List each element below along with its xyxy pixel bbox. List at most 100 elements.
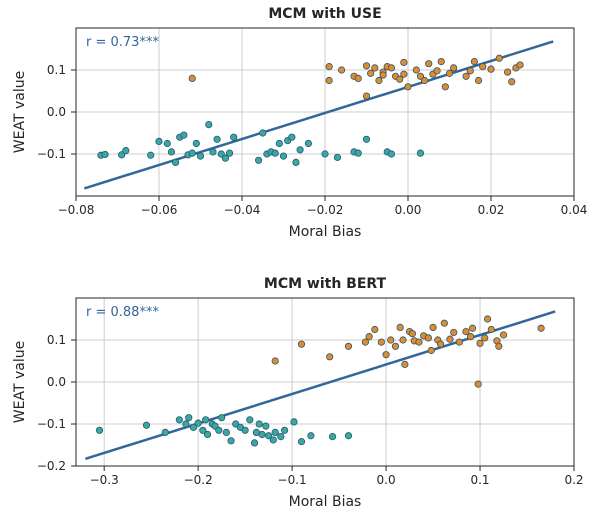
scatter-point [305,140,311,146]
scatter-point [334,154,340,160]
scatter-point [416,339,422,345]
scatter-point [148,152,154,158]
scatter-point [475,77,481,83]
scatter-point [298,438,304,444]
scatter-point [388,151,394,157]
scatter-point [451,329,457,335]
scatter-point [291,419,297,425]
x-tick-label: −0.06 [141,203,178,217]
scatter-point [251,440,257,446]
scatter-point [183,421,189,427]
scatter-point [484,316,490,322]
scatter-point [509,79,515,85]
scatter-point [218,415,224,421]
scatter-point [345,343,351,349]
scatter-point [204,431,210,437]
scatter-point [102,151,108,157]
scatter-point [242,427,248,433]
scatter-point [477,340,483,346]
scatter-point [421,77,427,83]
scatter-point [355,150,361,156]
scatter-point [376,77,382,83]
scatter-point [388,65,394,71]
scatter-point [259,431,265,437]
scatter-point [172,159,178,165]
scatter-point [197,153,203,159]
scatter-point [372,65,378,71]
x-tick-label: 0.2 [564,473,583,487]
panel-title: MCM with BERT [264,276,387,292]
scatter-point [500,332,506,338]
scatter-point [195,420,201,426]
scatter-point [193,140,199,146]
scatter-point [280,153,286,159]
scatter-point [168,149,174,155]
scatter-point [383,352,389,358]
scatter-point [442,84,448,90]
scatter-point [293,159,299,165]
scatter-point [308,433,314,439]
y-axis-label: WEAT value [12,71,28,153]
scatter-point [463,328,469,334]
x-tick-label: −0.04 [224,203,261,217]
scatter-point [176,417,182,423]
x-axis-label: Moral Bias [289,494,362,506]
y-tick-label: −0.1 [37,417,66,431]
y-tick-label: −0.1 [37,147,66,161]
scatter-point [402,361,408,367]
scatter-point [475,381,481,387]
scatter-point [496,55,502,61]
y-tick-label: −0.2 [37,459,66,473]
scatter-point [467,333,473,339]
scatter-point [446,70,452,76]
scatter-point [226,150,232,156]
scatter-point [263,423,269,429]
scatter-point [276,140,282,146]
x-tick-label: 0.02 [478,203,505,217]
x-axis-label: Moral Bias [289,224,362,240]
scatter-point [480,63,486,69]
scatter-point [297,147,303,153]
scatter-point [247,417,253,423]
scatter-point [143,422,149,428]
scatter-point [202,417,208,423]
scatter-point [456,339,462,345]
scatter-point [186,415,192,421]
r-annotation: r = 0.88*** [86,305,159,320]
scatter-point [469,325,475,331]
scatter-point [363,63,369,69]
scatter-point [164,140,170,146]
scatter-point [413,67,419,73]
scatter-point [270,437,276,443]
scatter-point [538,325,544,331]
panel-title: MCM with USE [268,6,381,22]
scatter-point [326,354,332,360]
scatter-point [181,132,187,138]
x-tick-label: 0.04 [561,203,588,217]
scatter-point [272,358,278,364]
panel-bert: −0.3−0.2−0.10.00.10.2−0.2−0.10.00.1MCM w… [12,276,584,506]
scatter-point [392,343,398,349]
scatter-point [366,333,372,339]
scatter-point [380,72,386,78]
scatter-point [517,62,523,68]
scatter-point [471,58,477,64]
scatter-point [372,326,378,332]
scatter-point [326,63,332,69]
scatter-point [397,324,403,330]
scatter-point [256,421,262,427]
scatter-point [496,343,502,349]
x-tick-label: −0.2 [184,473,213,487]
scatter-point [206,121,212,127]
scatter-point [326,77,332,83]
scatter-point [434,68,440,74]
scatter-point [272,429,278,435]
figure: −0.08−0.06−0.04−0.020.000.020.04−0.10.00… [0,0,590,506]
x-tick-label: 0.1 [470,473,489,487]
scatter-point [417,150,423,156]
scatter-point [450,65,456,71]
scatter-point [463,73,469,79]
scatter-point [378,339,384,345]
y-tick-label: 0.1 [47,333,66,347]
x-tick-label: −0.08 [58,203,95,217]
